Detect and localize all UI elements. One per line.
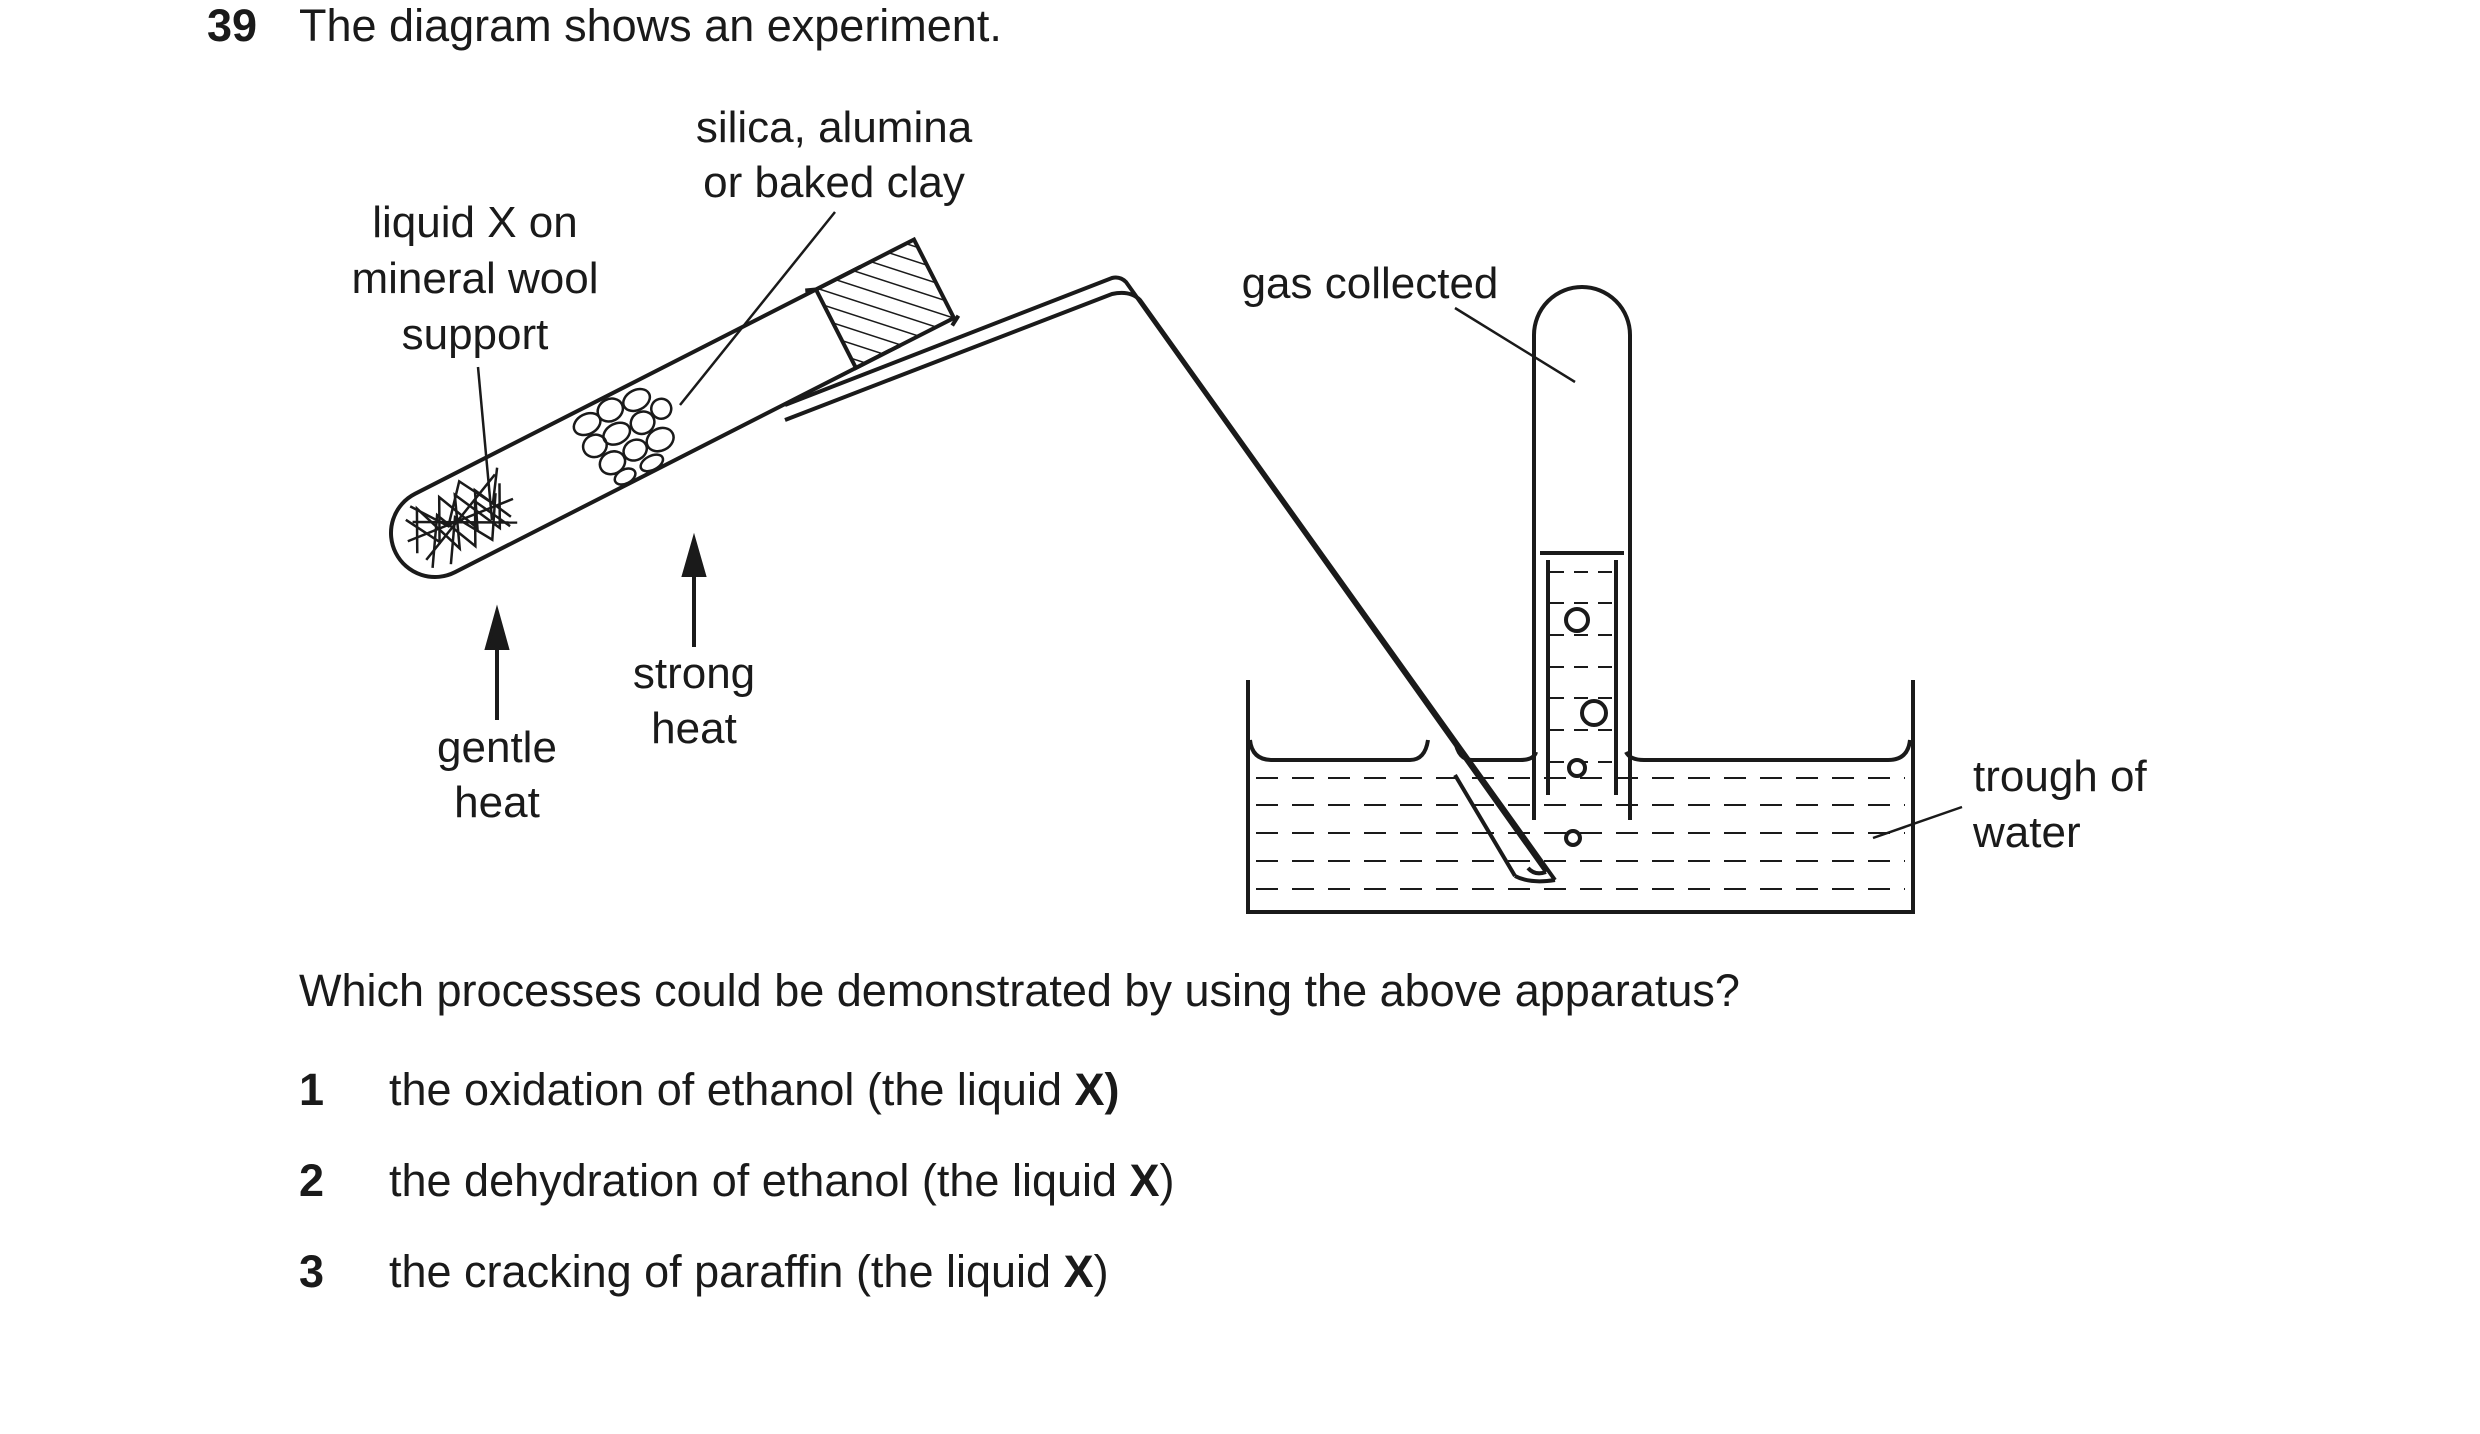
question-number: 39 — [207, 0, 258, 51]
option-1: 1 the oxidation of ethanol (the liquid X) — [299, 1064, 1119, 1116]
label-strong-heat-line2: heat — [651, 704, 737, 753]
option-2: 2 the dehydration of ethanol (the liquid … — [299, 1155, 1175, 1207]
label-liquid-line2: mineral wool — [352, 254, 599, 303]
mineral-wool — [405, 467, 518, 569]
boiling-tube — [389, 236, 961, 579]
option-text: the dehydration of ethanol (the liquid — [389, 1155, 1130, 1206]
label-strong-heat-line1: strong — [633, 649, 755, 698]
option-number: 3 — [299, 1246, 325, 1297]
label-gentle-heat-line1: gentle — [437, 723, 557, 772]
question-prompt: Which processes could be demonstrated by… — [299, 965, 1740, 1016]
label-gentle-heat-line2: heat — [454, 778, 540, 827]
label-trough-line2: water — [1972, 808, 2081, 857]
option-number: 2 — [299, 1155, 325, 1206]
label-trough-line1: trough of — [1973, 752, 2147, 801]
option-3: 3 the cracking of paraffin (the liquid X) — [299, 1246, 1109, 1298]
collecting-tube — [1532, 285, 1632, 847]
label-liquid-line3: support — [402, 310, 549, 359]
option-bold: X) — [1074, 1064, 1120, 1115]
gas-bubbles — [1564, 607, 1608, 847]
delivery-tube — [784, 275, 1557, 884]
option-bold: X — [1129, 1155, 1160, 1206]
question-intro: The diagram shows an experiment. — [299, 0, 1002, 51]
catalyst-pieces — [572, 387, 675, 486]
label-catalyst-line2: or baked clay — [703, 158, 965, 207]
option-bold: X — [1063, 1246, 1094, 1297]
option-tail: ) — [1159, 1155, 1175, 1206]
leader-lines — [476, 211, 1963, 840]
label-gas-collected: gas collected — [1242, 259, 1499, 308]
option-text: the oxidation of ethanol (the liquid — [389, 1064, 1075, 1115]
option-text: the cracking of paraffin (the liquid — [389, 1246, 1064, 1297]
heat-arrows — [484, 532, 707, 720]
label-catalyst-line1: silica, alumina — [696, 103, 973, 152]
label-liquid-line1: liquid X on — [372, 198, 577, 247]
option-number: 1 — [299, 1064, 325, 1115]
option-tail: ) — [1093, 1246, 1109, 1297]
water-trough — [1246, 680, 1915, 914]
apparatus-diagram: silica, alumina or baked clay liquid X o… — [352, 103, 2147, 914]
rubber-stopper — [813, 236, 957, 371]
